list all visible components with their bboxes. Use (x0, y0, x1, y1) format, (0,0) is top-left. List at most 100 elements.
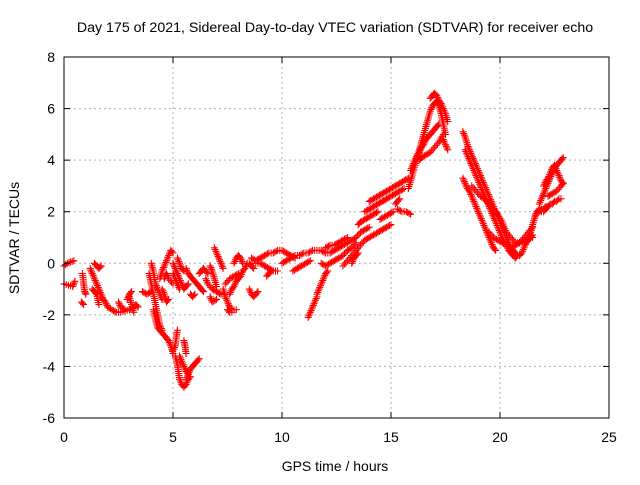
data-point-marker (305, 312, 313, 320)
data-point-marker (374, 200, 382, 208)
data-point-marker (202, 275, 210, 283)
data-point-marker (410, 160, 417, 168)
data-point-marker (206, 293, 214, 301)
data-point-marker (230, 259, 238, 267)
data-point-marker (153, 283, 161, 291)
data-point-marker (381, 188, 389, 196)
data-point-marker (255, 255, 263, 263)
data-point-marker (237, 254, 245, 262)
data-point-marker (470, 197, 478, 205)
data-point-marker (297, 251, 305, 259)
data-point-marker (206, 262, 214, 270)
data-point-marker (105, 304, 113, 312)
data-point-marker (500, 240, 508, 247)
data-point-marker (437, 99, 445, 107)
data-point-marker (284, 256, 292, 264)
data-point-marker (559, 154, 567, 162)
data-point-marker (211, 296, 219, 304)
data-point-marker (272, 247, 280, 255)
data-point-marker (393, 189, 401, 197)
data-point-marker (467, 160, 475, 168)
data-point-marker (469, 196, 477, 204)
data-point-marker (381, 213, 388, 221)
data-point-marker (370, 231, 378, 239)
data-point-marker (176, 285, 183, 293)
data-point-marker (261, 262, 269, 270)
data-point-marker (213, 251, 221, 259)
data-point-marker (293, 264, 301, 272)
data-point-marker (175, 258, 183, 266)
data-point-marker (231, 281, 239, 289)
data-point-marker (91, 277, 99, 284)
data-point-marker (241, 264, 249, 272)
data-point-marker (358, 228, 366, 235)
data-point-marker (495, 225, 502, 233)
data-point-marker (444, 146, 452, 154)
data-point-marker (311, 296, 319, 304)
data-point-marker (301, 260, 308, 268)
data-point-marker (178, 359, 186, 367)
data-point-marker (471, 185, 479, 193)
data-point-marker (171, 275, 179, 283)
data-point-marker (68, 257, 76, 265)
data-point-marker (357, 241, 364, 249)
data-point-marker (292, 265, 300, 273)
data-point-marker (480, 222, 488, 229)
data-point-marker (461, 146, 469, 154)
data-point-marker (285, 255, 293, 263)
data-point-marker (307, 247, 315, 255)
data-point-marker (348, 236, 356, 244)
data-point-marker (165, 275, 173, 283)
data-point-marker (371, 209, 379, 217)
x-tick-label: 10 (274, 429, 290, 445)
data-point-marker (498, 232, 505, 240)
data-point-marker (491, 245, 499, 253)
data-point-marker (170, 345, 178, 353)
data-point-marker (163, 271, 171, 279)
data-point-marker (327, 248, 335, 256)
data-point-marker (208, 265, 215, 273)
data-point-marker (343, 246, 351, 254)
data-point-marker (351, 240, 359, 248)
data-point-marker (513, 252, 521, 259)
data-point-marker (473, 204, 481, 212)
data-point-marker (176, 261, 184, 269)
data-point-marker (246, 287, 254, 295)
data-point-marker (69, 281, 77, 289)
data-point-marker (487, 202, 495, 210)
data-point-marker (227, 274, 235, 282)
data-point-marker (527, 225, 535, 233)
data-point-marker (333, 255, 341, 263)
data-point-marker (378, 215, 386, 223)
data-point-marker (376, 215, 384, 223)
data-point-marker (172, 266, 180, 274)
data-point-marker (479, 187, 487, 195)
data-point-marker (168, 248, 176, 256)
data-point-marker (70, 257, 78, 265)
data-point-marker (396, 195, 404, 203)
data-point-marker (179, 361, 187, 369)
data-point-marker (498, 239, 506, 247)
data-point-marker (115, 298, 122, 306)
data-point-marker (91, 275, 98, 283)
data-point-marker (475, 179, 483, 186)
data-point-marker (158, 285, 166, 293)
data-point-marker (204, 270, 212, 278)
data-point-marker (389, 208, 397, 216)
data-point-marker (229, 273, 237, 281)
data-point-marker (432, 142, 440, 149)
data-point-marker (213, 295, 221, 303)
data-point-marker (370, 210, 378, 218)
data-point-marker (478, 185, 486, 193)
data-point-marker (214, 289, 222, 296)
data-point-marker (468, 161, 476, 169)
data-point-marker (341, 260, 348, 268)
data-point-marker (435, 120, 443, 128)
data-point-marker (472, 187, 480, 195)
data-point-marker (97, 262, 105, 270)
data-point-marker (540, 188, 548, 196)
data-point-marker (312, 295, 320, 302)
data-point-marker (195, 355, 203, 363)
data-point-marker (212, 247, 220, 255)
data-point-marker (504, 230, 512, 238)
